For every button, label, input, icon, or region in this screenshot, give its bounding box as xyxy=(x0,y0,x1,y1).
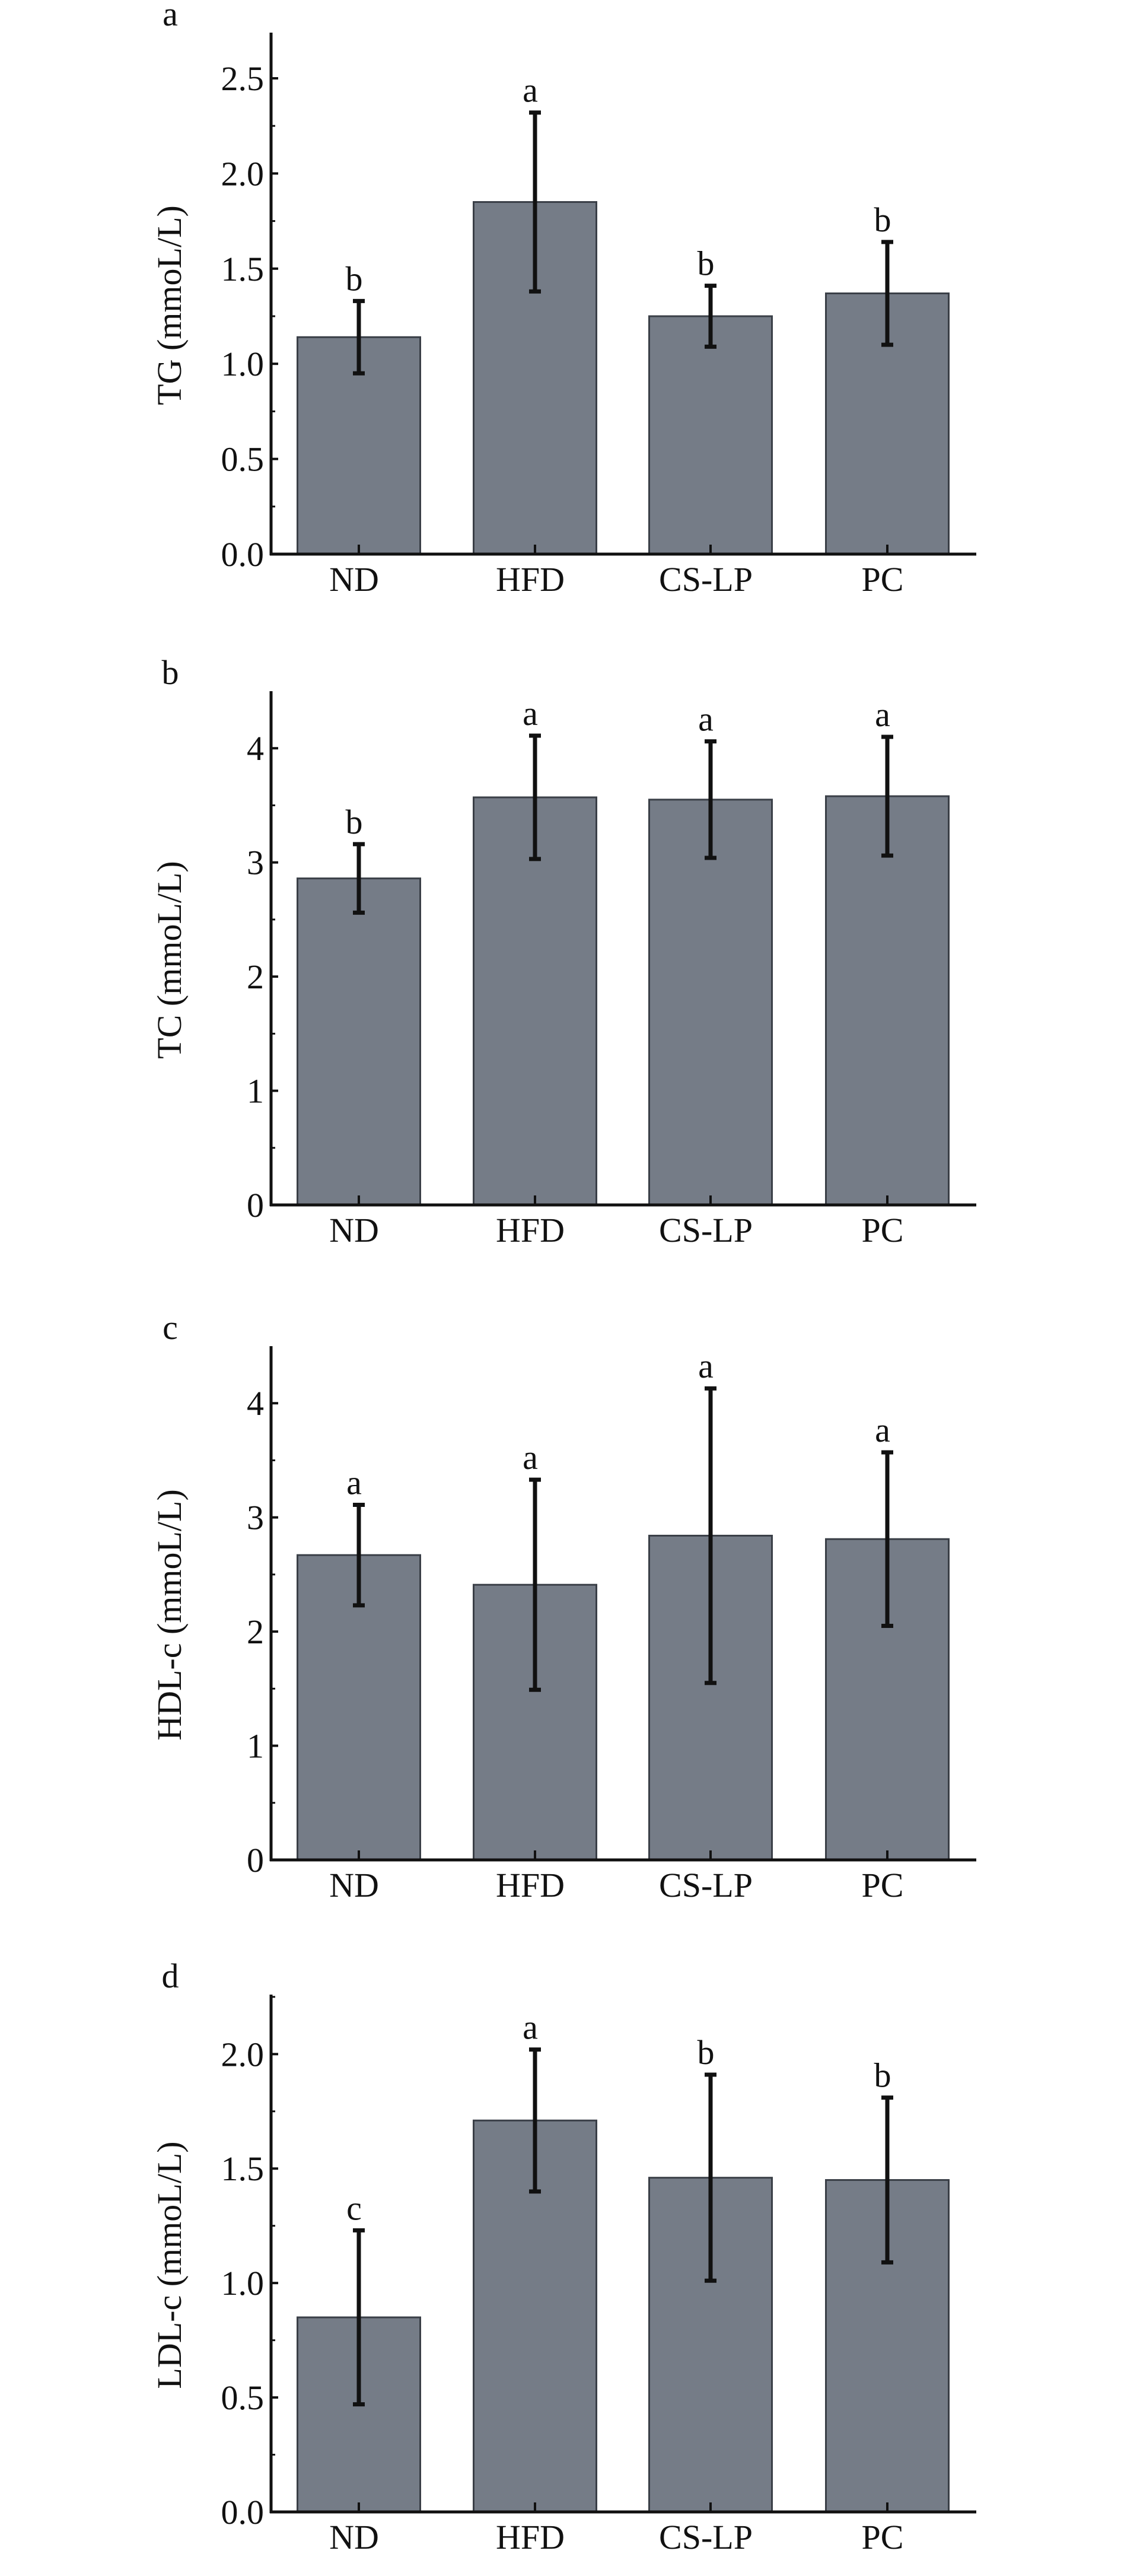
significance-label: c xyxy=(346,2189,362,2227)
y-tick-label: 2.5 xyxy=(221,59,265,98)
significance-label: b xyxy=(874,201,891,239)
category-label: ND xyxy=(329,2518,379,2556)
panel-letter: d xyxy=(162,1957,179,1995)
category-label: PC xyxy=(862,1866,904,1904)
y-tick-label: 3 xyxy=(247,1499,264,1537)
y-tick-label: 1.5 xyxy=(221,250,265,288)
y-tick-label: 0.5 xyxy=(221,440,265,479)
y-tick-label: 2 xyxy=(247,958,264,996)
panel-a: a TG (mmoL/L) b ND a HFD b CS-LP b PC 0.0 0.5 1.0 1.5… xyxy=(150,0,976,599)
significance-label: a xyxy=(875,695,890,734)
significance-label: a xyxy=(523,2008,538,2047)
bar-CS-LP xyxy=(648,315,773,555)
y-tick-label: 0 xyxy=(247,1841,264,1879)
y-axis-label: TG (mmoL/L) xyxy=(150,205,189,405)
significance-label: b xyxy=(698,2033,715,2072)
panel-letter: c xyxy=(163,1308,178,1347)
panel-letter: a xyxy=(163,0,178,33)
panel-letter: b xyxy=(162,653,179,692)
category-label: CS-LP xyxy=(659,2518,753,2556)
category-label: PC xyxy=(862,1211,904,1249)
category-label: ND xyxy=(329,560,379,599)
significance-label: a xyxy=(698,1347,714,1385)
category-label: ND xyxy=(329,1866,379,1904)
y-axis-label: TC (mmoL/L) xyxy=(150,861,189,1058)
category-label: CS-LP xyxy=(659,560,753,599)
category-label: HFD xyxy=(496,2518,565,2556)
bar-CS-LP xyxy=(648,799,773,1206)
y-tick-label: 0.0 xyxy=(221,2493,265,2532)
panel-c: c HDL-c (mmoL/L) a ND a HFD a CS-LP a PC 0 1 2 3 4 xyxy=(150,1308,976,1904)
category-label: ND xyxy=(329,1211,379,1249)
significance-label: a xyxy=(875,1411,890,1449)
y-tick-label: 2.0 xyxy=(221,154,265,193)
significance-label: a xyxy=(523,71,538,110)
y-tick-label: 1.5 xyxy=(221,2149,265,2188)
y-tick-label: 3 xyxy=(247,844,264,882)
y-axis-label: HDL-c (mmoL/L) xyxy=(150,1489,189,1741)
significance-label: b xyxy=(874,2056,891,2095)
significance-label: a xyxy=(523,1438,538,1477)
category-label: HFD xyxy=(496,1211,565,1249)
y-tick-label: 0.5 xyxy=(221,2378,265,2417)
y-tick-label: 4 xyxy=(247,1384,264,1423)
y-axis-label: LDL-c (mmoL/L) xyxy=(150,2141,189,2389)
y-tick-label: 1.0 xyxy=(221,345,265,383)
category-label: HFD xyxy=(496,560,565,599)
category-label: PC xyxy=(862,2518,904,2556)
significance-label: a xyxy=(523,694,538,733)
y-tick-label: 4 xyxy=(247,729,264,768)
bar-PC xyxy=(825,795,950,1206)
significance-label: a xyxy=(698,700,714,739)
significance-label: a xyxy=(346,1463,362,1502)
bar-HFD xyxy=(473,796,597,1206)
significance-label: b xyxy=(346,259,363,298)
significance-label: b xyxy=(698,244,715,283)
significance-label: b xyxy=(346,803,363,841)
y-tick-label: 1 xyxy=(247,1072,264,1111)
panel-d: d LDL-c (mmoL/L) c ND a HFD b CS-LP b PC 0.0 0.5 1.0… xyxy=(150,1957,976,2556)
category-label: CS-LP xyxy=(659,1211,753,1249)
y-tick-label: 1 xyxy=(247,1727,264,1766)
category-label: PC xyxy=(862,560,904,599)
category-label: CS-LP xyxy=(659,1866,753,1904)
bar-ND xyxy=(297,877,421,1206)
panel-b: b TC (mmoL/L) b ND a HFD a CS-LP a PC 0 1 2 3 4 xyxy=(150,653,976,1249)
y-tick-label: 0 xyxy=(247,1186,264,1225)
category-label: HFD xyxy=(496,1866,565,1904)
y-tick-label: 2.0 xyxy=(221,2035,265,2073)
y-tick-label: 1.0 xyxy=(221,2264,265,2303)
y-tick-label: 2 xyxy=(247,1613,264,1651)
y-tick-label: 0.0 xyxy=(221,535,265,574)
